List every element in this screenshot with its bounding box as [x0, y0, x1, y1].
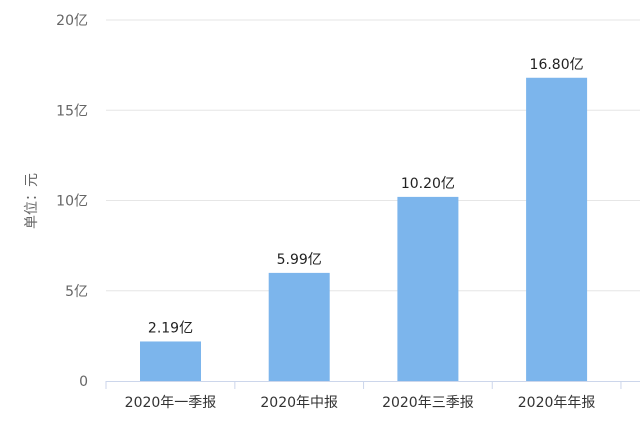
x-tick-label: 2020年一季报	[125, 395, 217, 411]
bar-data-label: 5.99亿	[277, 252, 322, 268]
axis-layer: 0 5亿 10亿 15亿 20亿 2020年一季报 2020年中报 2020年三季报 2020年…	[56, 13, 640, 411]
bar-data-label: 2.19亿	[148, 320, 193, 336]
label-layer: 2.19亿 5.99亿 10.20亿 16.80亿	[148, 57, 584, 337]
bar-data-label: 16.80亿	[530, 57, 584, 73]
x-tick-label: 2020年中报	[260, 395, 338, 411]
y-tick-label: 0	[79, 374, 88, 390]
y-tick-label: 10亿	[56, 194, 88, 210]
x-tick-label: 2020年三季报	[382, 395, 474, 411]
bar	[268, 272, 330, 381]
y-tick-label: 15亿	[56, 103, 88, 119]
y-axis-title: 单位：元	[24, 173, 40, 229]
bar-data-label: 10.20亿	[401, 176, 455, 192]
bar-layer	[140, 77, 588, 381]
y-tick-label: 5亿	[65, 284, 88, 300]
x-tick-label: 2020年年报	[518, 395, 596, 411]
bar	[526, 77, 588, 381]
y-tick-label: 20亿	[56, 13, 88, 29]
bar	[397, 196, 459, 381]
bar	[140, 341, 201, 381]
